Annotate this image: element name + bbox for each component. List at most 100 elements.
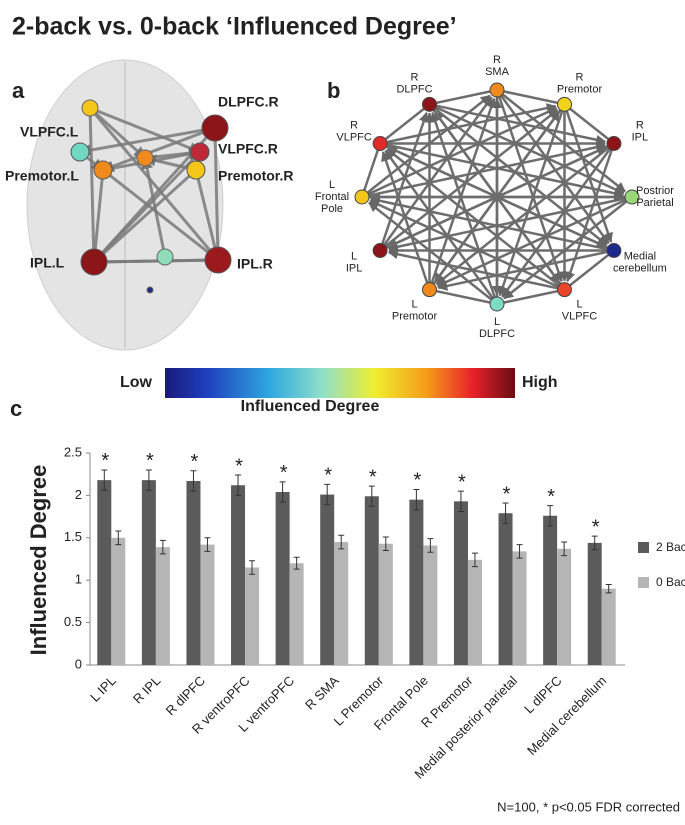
bar — [378, 543, 393, 665]
edge — [429, 103, 607, 145]
bar — [587, 542, 602, 665]
node — [557, 282, 572, 298]
node-label-line: R — [350, 119, 358, 131]
edge — [194, 169, 222, 262]
edge — [428, 110, 561, 291]
bar — [498, 513, 513, 665]
edge — [88, 107, 220, 261]
node-label: VLPFC.L — [20, 124, 79, 140]
y-axis-label: Influenced Degree — [26, 465, 51, 656]
significance: * — [547, 486, 555, 508]
significance: * — [101, 450, 109, 472]
edge — [141, 156, 167, 258]
panel-letter: a — [12, 78, 25, 103]
edge — [428, 103, 561, 284]
node-label-line: R — [493, 54, 501, 66]
error-bar — [591, 535, 598, 551]
significance: * — [280, 462, 288, 484]
edge — [379, 142, 625, 199]
node — [422, 96, 437, 112]
bar — [364, 496, 379, 665]
node — [557, 96, 572, 112]
node — [136, 149, 154, 167]
node — [204, 246, 232, 274]
edge — [89, 169, 105, 264]
edge — [428, 103, 608, 246]
y-tick-label: 0 — [75, 656, 82, 671]
edge — [429, 88, 498, 106]
significance: * — [146, 450, 154, 472]
node-label: R VLPFC — [336, 119, 372, 143]
y-tick-label: 2 — [75, 487, 82, 502]
bar — [111, 537, 126, 665]
node-label: L DLPFC — [479, 316, 515, 340]
bar — [97, 480, 112, 665]
node-label: R IPL — [632, 119, 649, 143]
node-label-line: Frontal — [315, 191, 349, 203]
node-label-line: SMA — [485, 66, 510, 78]
x-tick-label: L IPL — [87, 673, 119, 705]
node-label-line: Medial — [624, 250, 656, 262]
node-label: L VLPFC — [562, 298, 598, 322]
node — [186, 160, 206, 180]
node-label: IPL.L — [30, 255, 65, 271]
edge — [92, 255, 219, 268]
node — [146, 286, 154, 294]
bar — [245, 567, 260, 665]
x-tick-label: Medial cerebellum — [524, 673, 609, 758]
node — [156, 248, 174, 266]
y-tick-label: 1 — [75, 572, 82, 587]
error-bar — [516, 544, 523, 559]
legend-swatch — [638, 542, 649, 553]
edge — [379, 103, 557, 145]
error-bar — [159, 539, 166, 555]
legend-label: 0 Back — [656, 575, 685, 589]
node-label: Medial cerebellum — [613, 250, 667, 274]
x-tick-label: L dlPFC — [521, 673, 564, 716]
bar — [289, 563, 304, 665]
edge — [379, 103, 431, 145]
bar — [453, 501, 468, 665]
node — [80, 248, 108, 276]
edge — [92, 168, 198, 264]
node-label-line: R — [411, 71, 419, 83]
edge — [496, 88, 565, 106]
bar — [543, 515, 558, 665]
edge — [101, 126, 216, 172]
node-label-line: L — [411, 298, 417, 310]
significance: * — [592, 516, 600, 538]
node — [70, 142, 90, 162]
y-tick-label: 2.5 — [64, 444, 82, 459]
edge — [361, 142, 607, 199]
node-label-line: Parietal — [636, 197, 673, 209]
edge — [360, 143, 382, 198]
colorbar-high: High — [522, 374, 558, 391]
node — [372, 243, 388, 258]
edge — [498, 103, 566, 297]
error-bar — [547, 505, 554, 527]
error-bar — [471, 552, 478, 568]
error-bar — [382, 536, 389, 552]
node-label-line: cerebellum — [613, 262, 667, 274]
x-tick-label: R dlPFC — [163, 673, 208, 718]
legend-swatch — [638, 577, 649, 588]
node — [354, 189, 370, 205]
error-bar — [190, 470, 197, 492]
node-label-line: Premotor — [392, 310, 438, 322]
edge — [89, 106, 202, 154]
node — [489, 296, 505, 312]
x-tick-label: R IPL — [130, 673, 164, 707]
bar — [320, 494, 335, 665]
figure-title: 2-back vs. 0-back ‘Influenced Degree’ — [12, 13, 457, 41]
error-bar — [279, 481, 286, 503]
node-label-line: Postrior — [636, 185, 674, 197]
error-bar — [338, 534, 345, 550]
node — [606, 136, 622, 151]
significance: * — [191, 451, 199, 473]
bar — [512, 551, 527, 665]
edge — [428, 97, 496, 291]
colorbar — [165, 368, 515, 398]
node-label-line: IPL — [632, 131, 649, 143]
